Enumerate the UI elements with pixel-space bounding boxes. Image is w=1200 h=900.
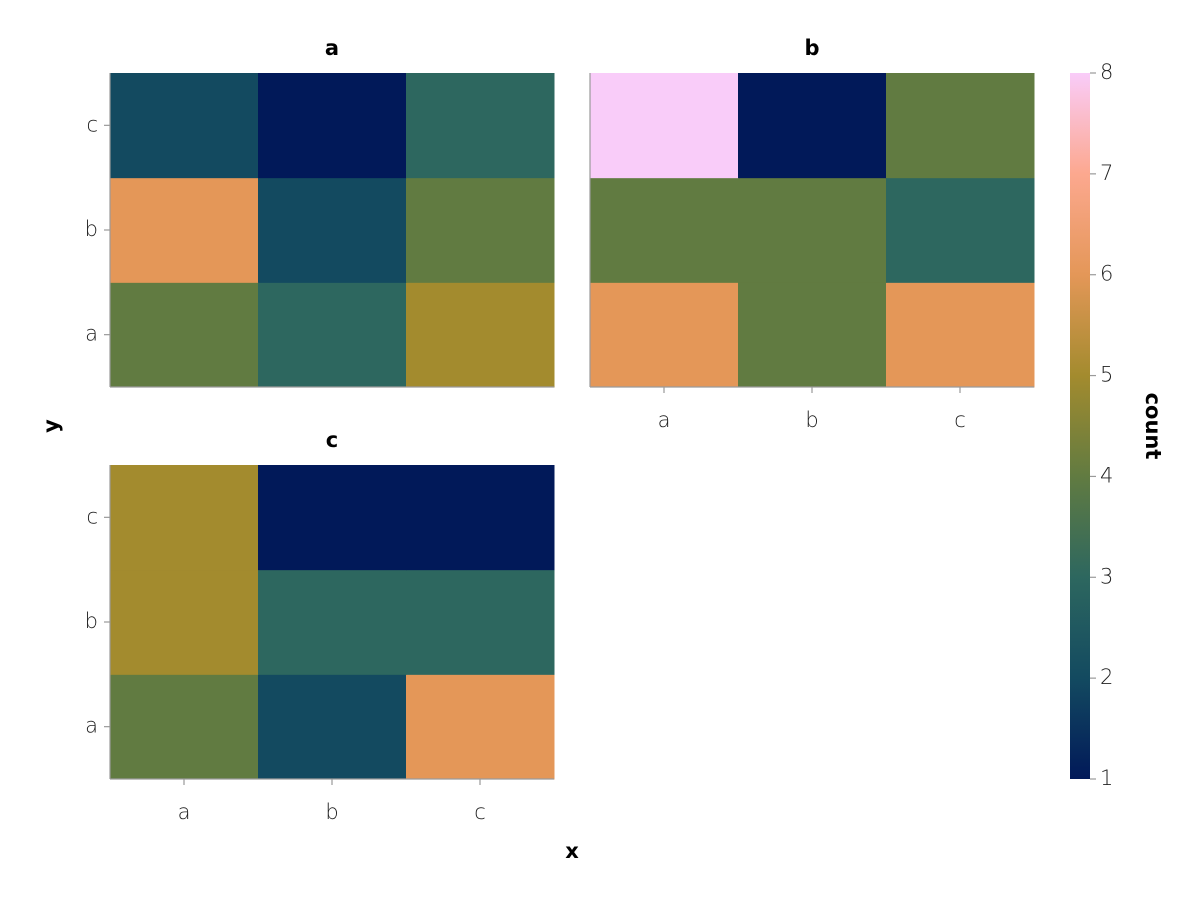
x-tick-label: b	[325, 800, 338, 824]
colorbar-tick-label: 6	[1100, 262, 1113, 286]
heatmap-cell	[406, 674, 555, 780]
heatmap-cell	[258, 674, 407, 780]
heatmap-cell	[258, 177, 407, 283]
x-tick-label: b	[805, 408, 818, 432]
facet-title: a	[325, 36, 339, 60]
y-tick-label: a	[85, 322, 98, 346]
facet-title: c	[326, 428, 338, 452]
colorbar-tick-label: 3	[1100, 564, 1113, 588]
colorbar-label: count	[1141, 393, 1165, 460]
heatmap-cell	[406, 465, 555, 571]
heatmap-cell	[110, 177, 259, 283]
heatmap-cell	[590, 282, 739, 388]
heatmap-cell	[110, 73, 259, 179]
heatmap-cell	[590, 73, 739, 179]
heatmap-cell	[258, 569, 407, 675]
colorbar-tick-label: 1	[1100, 766, 1113, 790]
y-tick-label: b	[85, 217, 98, 241]
heatmap-cell	[110, 465, 259, 571]
heatmap-cell	[738, 282, 887, 388]
heatmap-cell	[738, 177, 887, 283]
facet-title: b	[804, 36, 819, 60]
colorbar	[1070, 73, 1090, 779]
heatmap-cell	[258, 282, 407, 388]
heatmap-cell	[258, 73, 407, 179]
colorbar-tick-label: 7	[1100, 161, 1113, 185]
colorbar-tick-label: 8	[1100, 60, 1113, 84]
x-axis-label: x	[565, 839, 579, 863]
x-tick-label: a	[658, 408, 671, 432]
heatmap-cell	[406, 73, 555, 179]
heatmap-cell	[886, 73, 1035, 179]
x-tick-label: a	[178, 800, 191, 824]
x-tick-label: c	[474, 800, 486, 824]
y-axis-label: y	[39, 419, 63, 433]
heatmap-cell	[258, 465, 407, 571]
y-tick-label: c	[86, 504, 98, 528]
x-tick-label: c	[954, 408, 966, 432]
heatmap-cell	[406, 282, 555, 388]
heatmap-cell	[406, 569, 555, 675]
heatmap-cell	[738, 73, 887, 179]
heatmap-cell	[886, 177, 1035, 283]
heatmap-cell	[110, 282, 259, 388]
heatmap-cell	[110, 569, 259, 675]
heatmap-cell	[886, 282, 1035, 388]
colorbar-tick-label: 5	[1100, 363, 1113, 387]
colorbar-tick-label: 4	[1100, 463, 1113, 487]
heatmap-cell	[110, 674, 259, 780]
y-tick-label: a	[85, 714, 98, 738]
colorbar-tick-label: 2	[1100, 665, 1113, 689]
y-tick-label: c	[86, 112, 98, 136]
y-tick-label: b	[85, 609, 98, 633]
heatmap-cell	[406, 177, 555, 283]
heatmap-cell	[590, 177, 739, 283]
